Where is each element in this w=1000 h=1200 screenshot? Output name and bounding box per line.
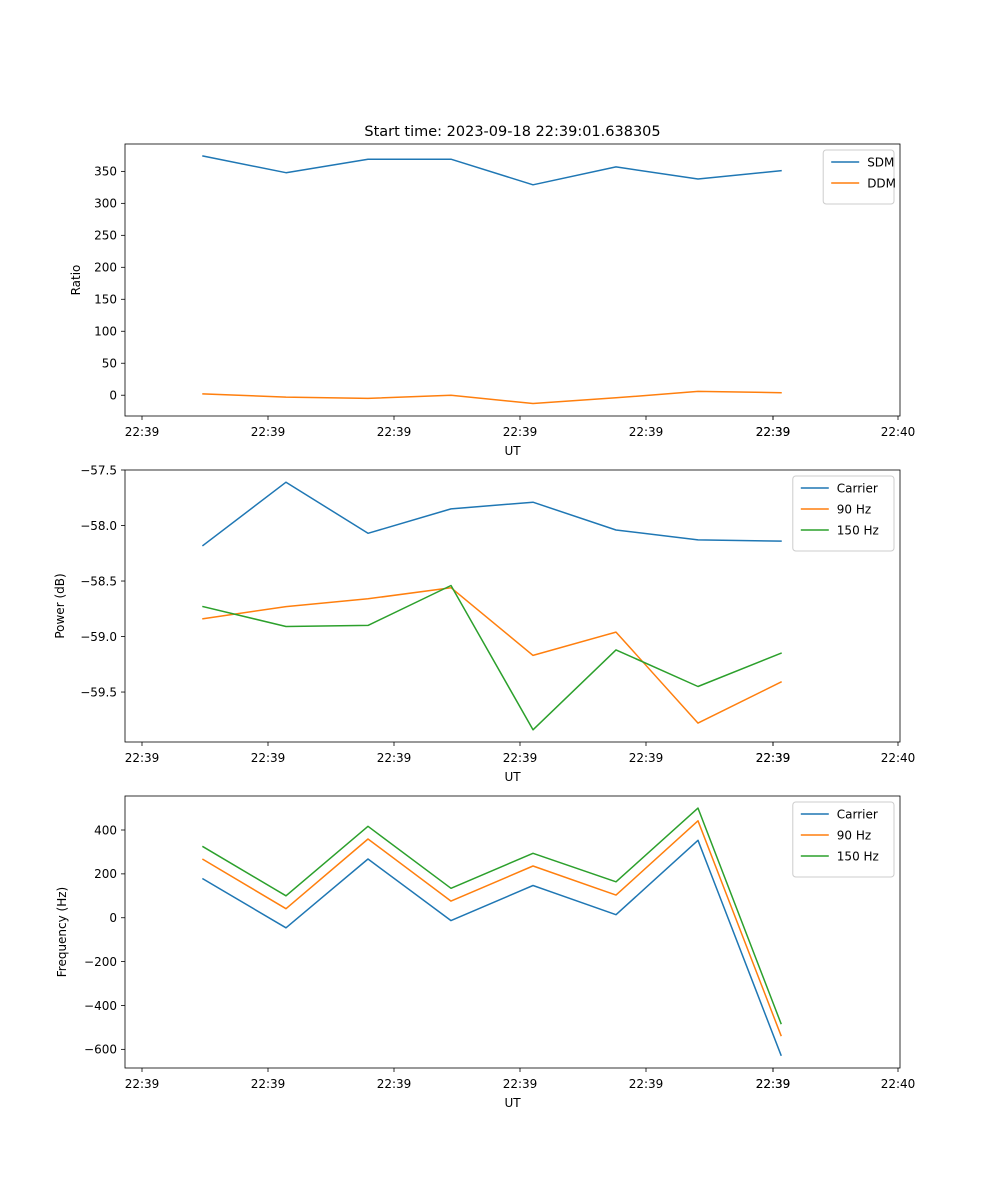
y-tick-label: 50 xyxy=(102,357,117,371)
legend-entry: DDM xyxy=(867,176,896,190)
y-tick-label: −400 xyxy=(84,999,117,1013)
y-tick-label: −58.0 xyxy=(80,519,117,533)
x-tick-label: 22:40 xyxy=(881,1077,916,1091)
x-tick-label: 22:39 xyxy=(377,425,412,439)
legend-entry: SDM xyxy=(867,155,894,169)
legend-entry: Carrier xyxy=(837,807,878,821)
y-tick-label: 0 xyxy=(109,389,117,403)
subplots: 22:39 22:39 22:39 22:39 22:39 22:39 22:39 22:40… xyxy=(53,143,916,1110)
y-tick-label: −59.5 xyxy=(80,685,117,699)
legend-entry: 150 Hz xyxy=(837,849,879,863)
legend-entry: 90 Hz xyxy=(837,502,871,516)
legend: Carrier 90 Hz 150 Hz xyxy=(792,475,895,552)
y-axis-label: Power (dB) xyxy=(53,573,67,638)
x-tick-label: 22:39 xyxy=(125,425,160,439)
chart-title: Start time: 2023-09-18 22:39:01.638305 xyxy=(364,124,660,140)
y-tick-label: −57.5 xyxy=(80,463,117,477)
series-line-ddm xyxy=(202,390,782,405)
x-tick-label: 22:39 xyxy=(756,425,791,439)
legend-box xyxy=(792,801,895,878)
y-tick-label: −200 xyxy=(84,955,117,969)
series-line-sdm xyxy=(202,155,782,186)
x-tick-label: 22:39 xyxy=(503,425,538,439)
legend: SDM DDM xyxy=(822,149,896,205)
x-tick-label: 22:39 xyxy=(503,751,538,765)
x-tick-label: 22:39 xyxy=(251,1077,286,1091)
y-tick-label: 250 xyxy=(94,229,117,243)
axes-frame xyxy=(124,143,901,417)
y-tick-label: −58.5 xyxy=(80,574,117,588)
x-tick-label: 22:40 xyxy=(881,751,916,765)
y-tick-label: −600 xyxy=(84,1043,117,1057)
x-axis-label: UT xyxy=(504,444,521,458)
legend: Carrier 90 Hz 150 Hz xyxy=(792,801,895,878)
legend-entry: 150 Hz xyxy=(837,523,879,537)
y-axis-label: Ratio xyxy=(69,265,83,296)
axes-frame xyxy=(124,795,901,1069)
x-tick-label: 22:39 xyxy=(629,1077,664,1091)
x-tick-label: 22:39 xyxy=(629,751,664,765)
x-tick-label: 22:39 xyxy=(756,1077,791,1091)
series-line-90-hz xyxy=(201,820,782,1037)
x-tick-label: 22:39 xyxy=(503,1077,538,1091)
y-tick-label: 150 xyxy=(94,293,117,307)
y-tick-label: 200 xyxy=(94,261,117,275)
axes-frame xyxy=(124,469,901,743)
series-line-90-hz xyxy=(202,586,783,724)
x-tick-label: 22:39 xyxy=(756,751,791,765)
series-line-carrier xyxy=(201,481,782,547)
y-tick-label: −59.0 xyxy=(80,630,117,644)
legend-entry: Carrier xyxy=(837,481,878,495)
y-tick-label: 0 xyxy=(109,911,117,925)
series-line-150-hz xyxy=(201,807,782,1025)
legend-entry: 90 Hz xyxy=(837,828,871,842)
legend-box xyxy=(822,149,895,205)
x-tick-label: 22:39 xyxy=(377,1077,412,1091)
x-tick-label: 22:39 xyxy=(756,425,791,439)
y-tick-label: 300 xyxy=(94,197,117,211)
x-tick-label: 22:39 xyxy=(125,751,160,765)
x-tick-label: 22:39 xyxy=(125,1077,160,1091)
x-tick-label: 22:40 xyxy=(881,425,916,439)
x-tick-label: 22:39 xyxy=(756,1077,791,1091)
x-tick-label: 22:39 xyxy=(251,425,286,439)
x-tick-label: 22:39 xyxy=(756,751,791,765)
y-tick-label: 100 xyxy=(94,325,117,339)
y-tick-label: 200 xyxy=(94,867,117,881)
x-tick-label: 22:39 xyxy=(377,751,412,765)
y-axis-label: Frequency (Hz) xyxy=(55,887,69,978)
x-tick-label: 22:39 xyxy=(251,751,286,765)
legend-box xyxy=(792,475,895,552)
x-tick-label: 22:39 xyxy=(629,425,664,439)
series-line-150-hz xyxy=(202,584,782,731)
x-axis-label: UT xyxy=(504,1096,521,1110)
x-axis-label: UT xyxy=(504,770,521,784)
y-tick-label: 400 xyxy=(94,823,117,837)
y-tick-label: 350 xyxy=(94,165,117,179)
series-line-carrier xyxy=(201,839,782,1057)
